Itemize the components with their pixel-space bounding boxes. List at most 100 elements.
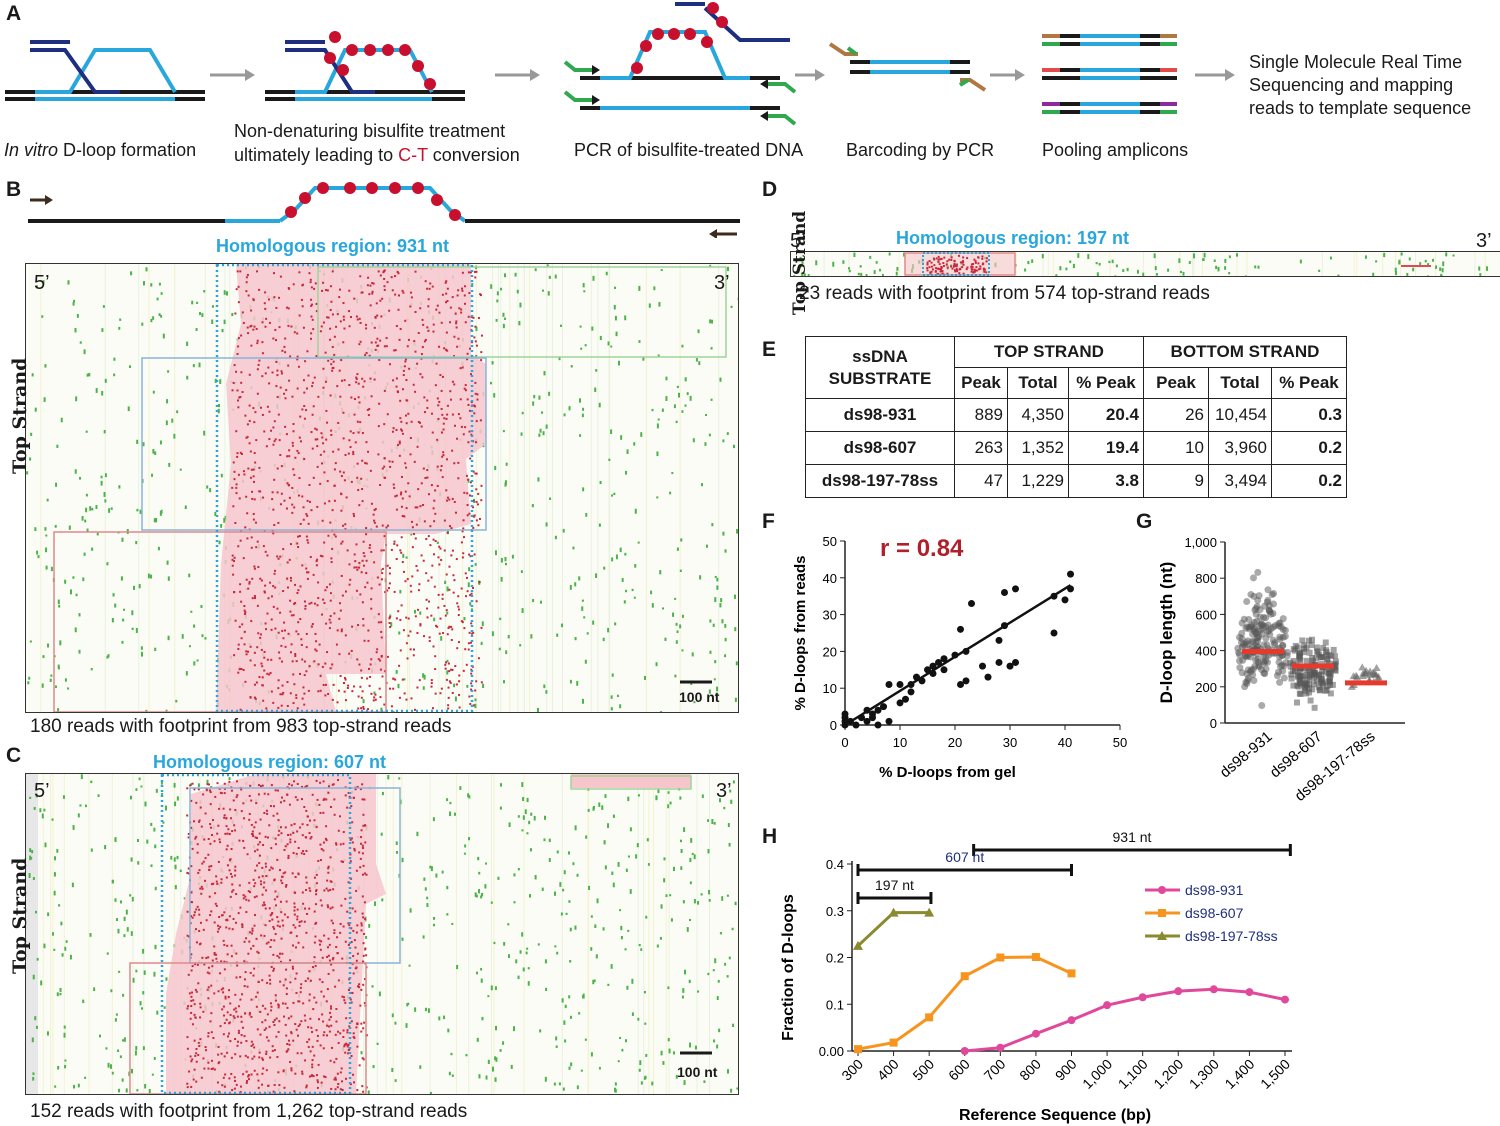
unconverted-site	[1299, 259, 1302, 264]
converted-site	[435, 624, 438, 627]
correlation-annotation: r = 0.84	[880, 535, 964, 562]
converted-site	[454, 665, 457, 668]
unconverted-site	[637, 794, 640, 797]
converted-site	[267, 941, 270, 944]
converted-site	[979, 265, 982, 268]
converted-site	[361, 846, 364, 849]
converted-site	[440, 687, 443, 690]
converted-site	[468, 512, 471, 515]
converted-site	[316, 1039, 319, 1042]
data-point	[1256, 613, 1264, 621]
converted-site	[249, 659, 252, 662]
unconverted-site	[681, 995, 684, 999]
panel-d-heatmap	[790, 251, 1500, 277]
converted-site	[473, 270, 476, 273]
converted-site	[223, 968, 226, 971]
data-point	[951, 651, 959, 659]
y-axis-label: Fraction of D-loops	[780, 894, 797, 1041]
unconverted-site	[529, 894, 532, 898]
unconverted-site	[658, 302, 661, 307]
converted-site	[253, 421, 256, 424]
converted-site	[276, 467, 279, 470]
converted-site	[312, 405, 315, 408]
unconverted-site	[1372, 272, 1375, 276]
barcoding-diagram	[828, 42, 987, 92]
converted-site	[338, 296, 341, 299]
converted-site	[244, 1054, 247, 1057]
panel-d-5prime: 5’	[790, 230, 806, 252]
converted-site	[253, 325, 256, 328]
converted-site	[317, 581, 320, 584]
unconverted-site	[57, 708, 60, 712]
unconverted-site	[520, 570, 523, 574]
unconverted-site	[724, 962, 727, 966]
unconverted-site	[398, 631, 401, 635]
unconverted-site	[1182, 271, 1185, 276]
converted-site	[341, 957, 344, 960]
converted-site	[296, 358, 299, 361]
converted-site	[445, 458, 448, 461]
converted-site	[329, 615, 332, 618]
converted-site	[362, 707, 365, 710]
converted-site	[464, 648, 467, 651]
converted-site	[326, 651, 329, 654]
converted-site	[459, 398, 462, 401]
converted-site	[317, 395, 320, 398]
unconverted-site	[378, 991, 381, 997]
converted-site	[311, 1063, 314, 1066]
converted-site	[316, 604, 319, 607]
converted-site	[430, 682, 433, 685]
converted-site	[273, 523, 276, 526]
unconverted-site	[592, 620, 595, 625]
unconverted-site	[1142, 272, 1145, 276]
converted-site	[985, 257, 988, 260]
unconverted-site	[33, 806, 36, 810]
unconverted-site	[29, 855, 32, 861]
converted-site	[344, 1051, 347, 1054]
data-point	[1260, 669, 1268, 677]
x-tick-label: 30	[1003, 735, 1017, 750]
converted-site	[196, 851, 199, 854]
data-point	[1311, 704, 1318, 711]
converted-site	[259, 880, 262, 883]
converted-site	[310, 509, 313, 512]
converted-site	[405, 466, 408, 469]
converted-site	[937, 255, 940, 258]
converted-site	[230, 789, 233, 792]
converted-site	[445, 573, 448, 576]
converted-site	[419, 623, 422, 626]
converted-site	[280, 801, 283, 804]
converted-site	[227, 828, 230, 831]
converted-site	[381, 567, 384, 570]
converted-site	[466, 590, 469, 593]
unconverted-site	[690, 838, 693, 843]
unconverted-site	[545, 522, 548, 527]
converted-site	[274, 328, 277, 331]
converted-site	[343, 1043, 346, 1046]
converted-site	[419, 373, 422, 376]
unconverted-site	[135, 969, 138, 973]
converted-site	[321, 519, 324, 522]
converted-site	[248, 373, 251, 376]
unconverted-site	[405, 1023, 408, 1028]
step3-caption: PCR of bisulfite-treated DNA	[574, 140, 804, 160]
converted-site	[284, 826, 287, 829]
converted-site	[200, 885, 203, 888]
converted-site	[472, 316, 475, 319]
unconverted-site	[122, 618, 125, 622]
converted-site	[966, 257, 969, 260]
converted-site	[303, 805, 306, 808]
panel-d-3prime: 3’	[1476, 230, 1492, 252]
unconverted-site	[206, 779, 209, 785]
converted-site	[404, 462, 407, 465]
converted-site	[347, 1052, 350, 1055]
converted-site	[401, 497, 404, 500]
converted-site	[398, 440, 401, 443]
converted-site	[258, 466, 261, 469]
unconverted-site	[459, 786, 462, 790]
unconverted-site	[582, 487, 585, 492]
converted-site	[970, 267, 973, 270]
data-point	[1245, 615, 1253, 623]
converted-site	[325, 825, 328, 828]
unconverted-site	[526, 797, 529, 803]
